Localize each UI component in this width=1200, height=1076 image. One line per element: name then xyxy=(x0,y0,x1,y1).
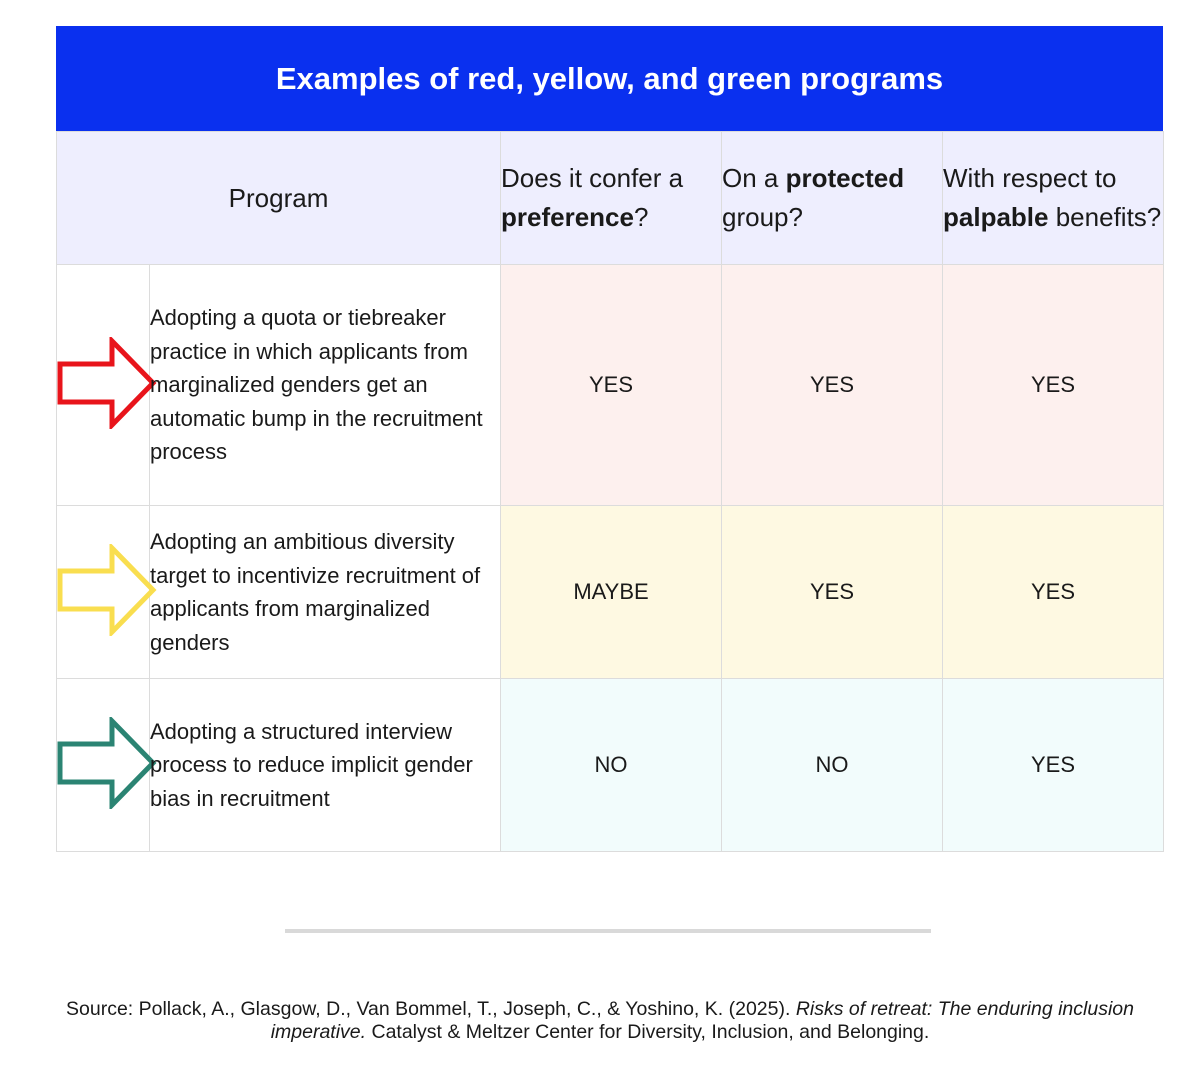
table-row-green: Adopting a structured interview process … xyxy=(56,678,1165,852)
palpable-answer: YES xyxy=(942,264,1165,506)
header-protected: On a protected group? xyxy=(721,131,944,265)
programs-grid: Program Does it confer a preference? On … xyxy=(55,131,1165,852)
program-description: Adopting a quota or tiebreaker practice … xyxy=(148,264,502,506)
programs-table: Examples of red, yellow, and green progr… xyxy=(55,26,1165,852)
preference-answer: MAYBE xyxy=(500,505,723,679)
table-title: Examples of red, yellow, and green progr… xyxy=(56,26,1163,131)
program-description: Adopting an ambitious diversity target t… xyxy=(148,505,502,679)
source-citation: Source: Pollack, A., Glasgow, D., Van Bo… xyxy=(66,998,1134,1043)
protected-answer: NO xyxy=(721,678,944,852)
header-row: Program Does it confer a preference? On … xyxy=(55,131,1165,265)
protected-answer: YES xyxy=(721,264,944,506)
green-arrow-icon xyxy=(57,714,157,811)
protected-answer: YES xyxy=(721,505,944,679)
table-row-yellow: Adopting an ambitious diversity target t… xyxy=(56,505,1165,679)
table-row-red: Adopting a quota or tiebreaker practice … xyxy=(56,264,1165,506)
header-preference: Does it confer a preference? xyxy=(500,131,723,265)
yellow-arrow-icon xyxy=(57,541,157,638)
palpable-answer: YES xyxy=(942,678,1165,852)
preference-answer: NO xyxy=(500,678,723,852)
header-program: Program xyxy=(55,131,502,265)
program-description: Adopting a structured interview process … xyxy=(148,678,502,852)
palpable-answer: YES xyxy=(942,505,1165,679)
red-arrow-icon xyxy=(57,334,157,431)
header-palpable: With respect to palpable benefits? xyxy=(942,131,1165,265)
preference-answer: YES xyxy=(500,264,723,506)
divider xyxy=(285,929,931,933)
